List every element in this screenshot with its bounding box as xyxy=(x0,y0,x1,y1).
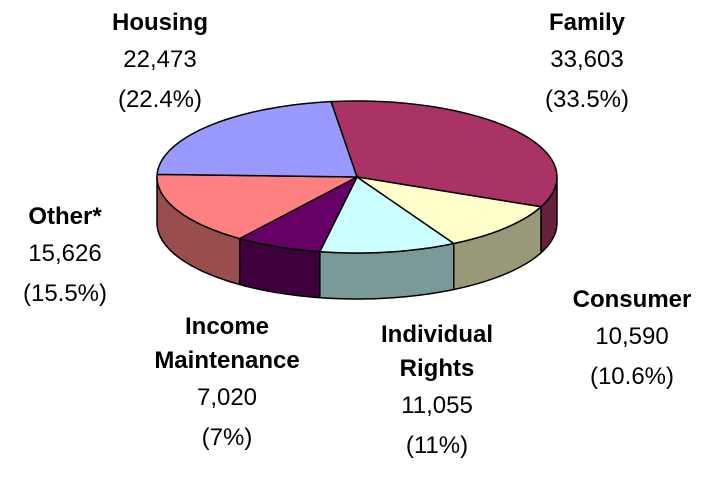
slice-label: Income Maintenance 7,020 (7%) xyxy=(152,310,302,458)
percent-label: (22.4%) xyxy=(117,86,203,113)
value-label: 33,603 xyxy=(550,46,624,73)
slice xyxy=(156,100,359,178)
percent-label: (15.5%) xyxy=(22,280,108,307)
slice-label: Other* 15,626 (15.5%) xyxy=(23,200,107,314)
category-label: Individual Rights xyxy=(380,321,493,382)
slice xyxy=(237,175,359,253)
slice xyxy=(356,176,543,245)
slice xyxy=(318,175,456,254)
slice-label: Consumer 10,590 (10.6%) xyxy=(573,283,692,397)
category-label: Other* xyxy=(28,203,102,230)
percent-label: (7%) xyxy=(201,424,253,451)
slice-label: Individual Rights 11,055 (11%) xyxy=(362,318,512,466)
value-label: 7,020 xyxy=(196,384,258,411)
category-label: Consumer xyxy=(572,286,692,313)
value-label: 15,626 xyxy=(28,240,102,267)
category-label: Income Maintenance xyxy=(154,313,300,374)
slice-label: Family 33,603 (33.5%) xyxy=(545,6,629,120)
value-label: 10,590 xyxy=(595,323,669,350)
value-label: 11,055 xyxy=(401,392,473,419)
slice xyxy=(330,100,558,208)
percent-label: (33.5%) xyxy=(544,86,630,113)
percent-label: (10.6%) xyxy=(589,363,675,390)
percent-label: (11%) xyxy=(405,432,469,459)
category-label: Family xyxy=(548,9,626,36)
category-label: Housing xyxy=(112,9,208,36)
value-label: 22,473 xyxy=(123,46,197,73)
slice xyxy=(156,173,358,240)
slice-label: Housing 22,473 (22.4%) xyxy=(112,6,208,120)
